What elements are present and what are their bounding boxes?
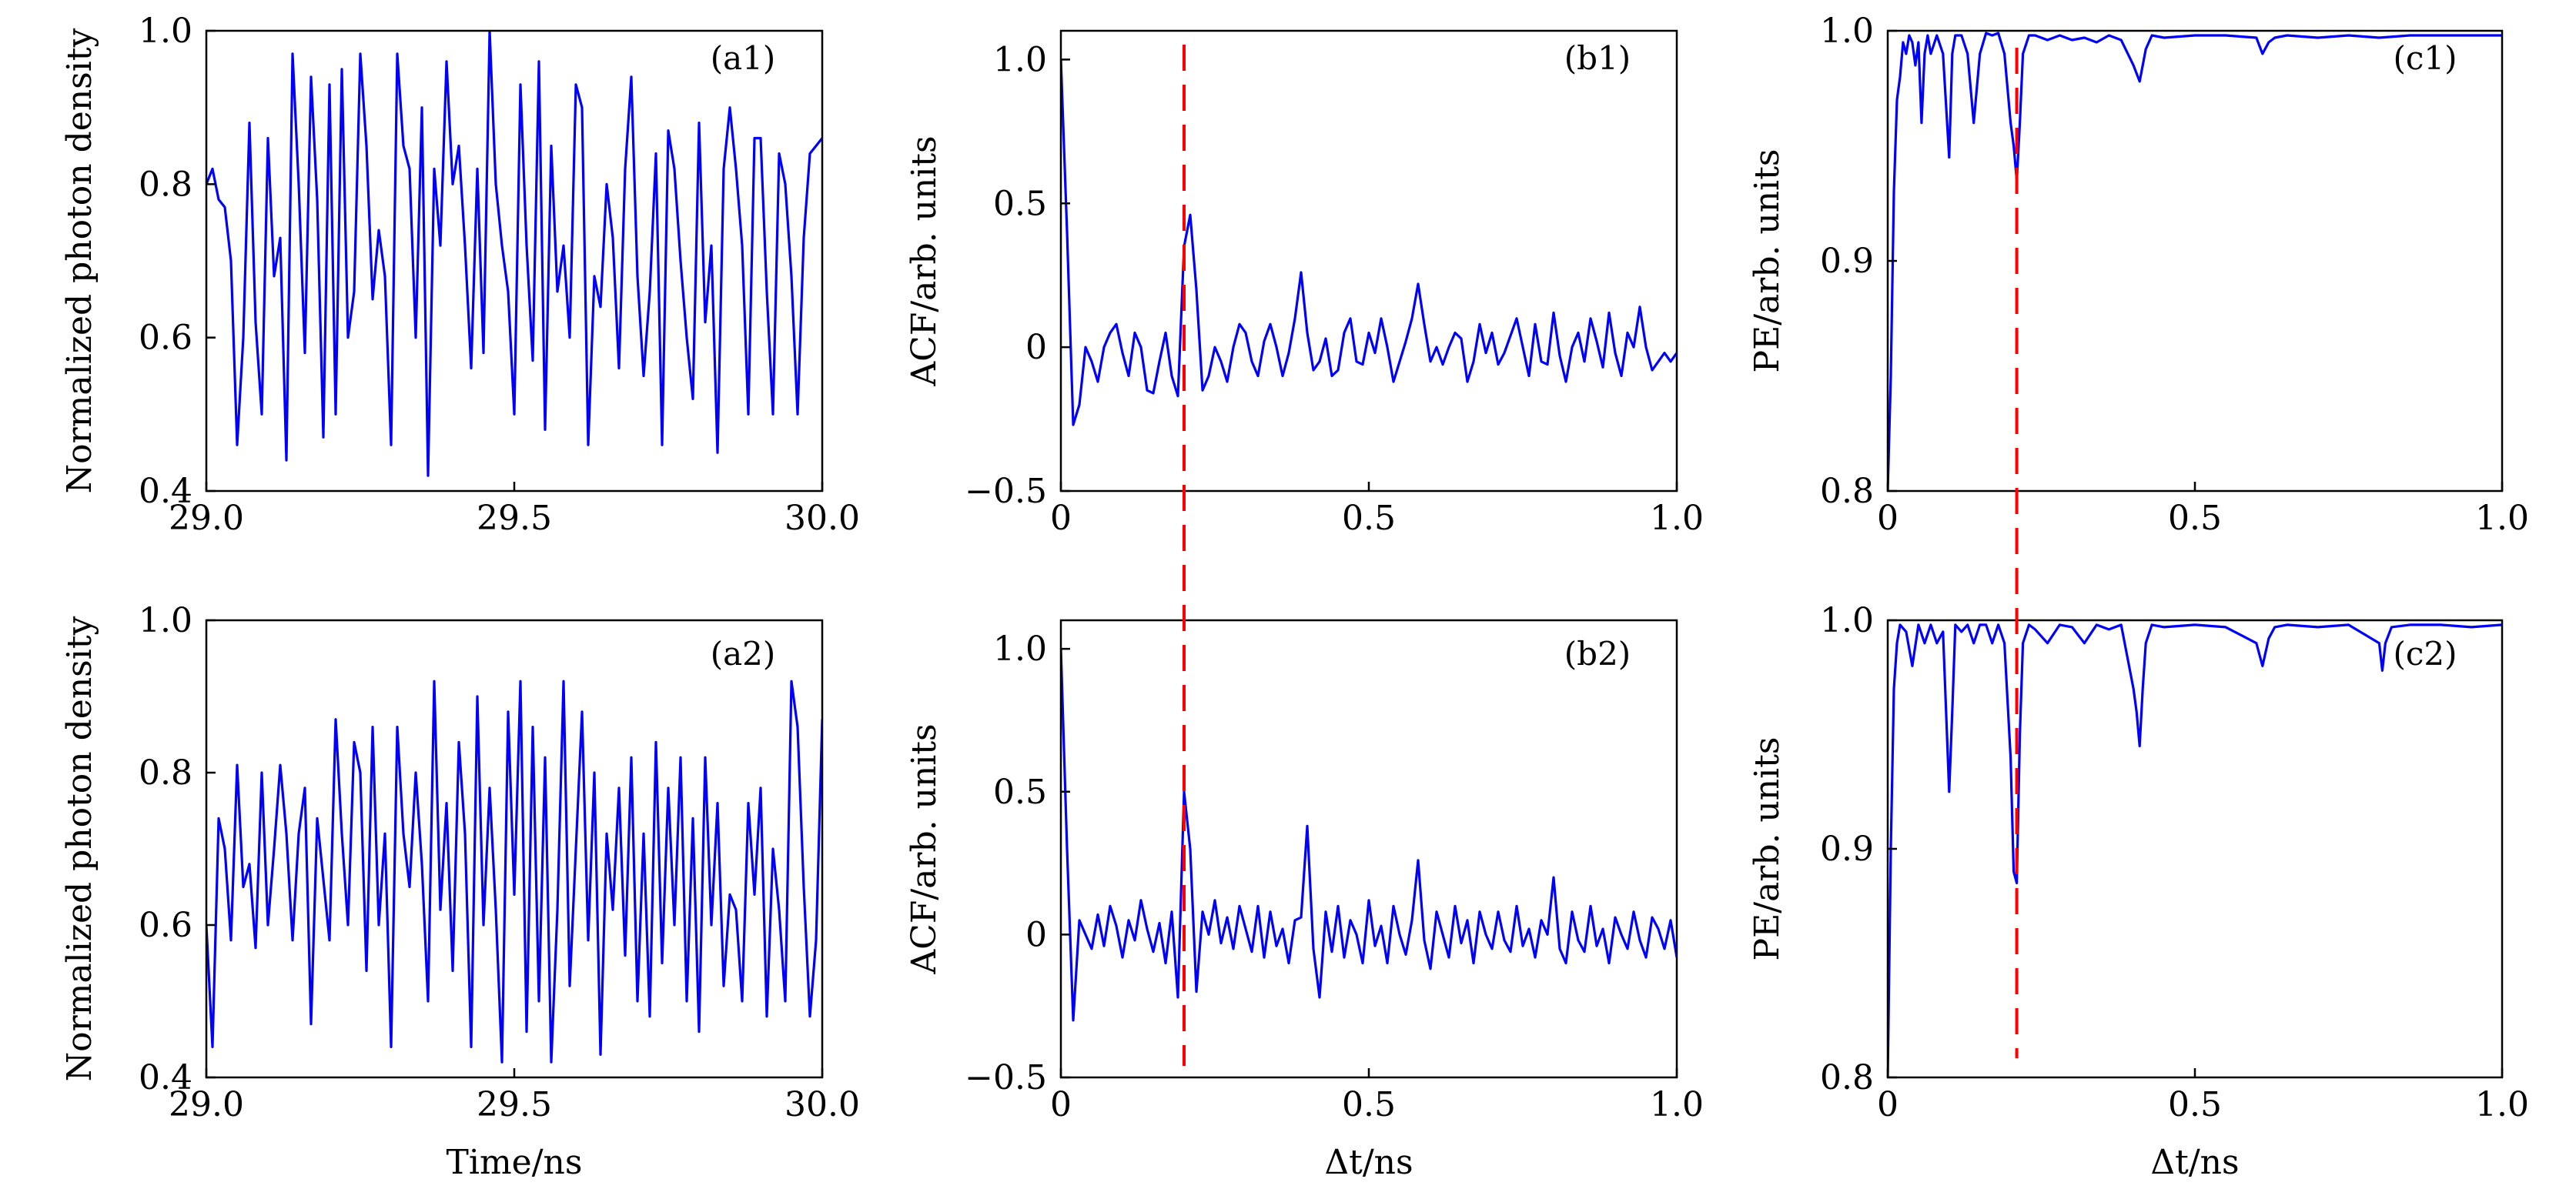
panel-label: (b1)	[1564, 39, 1631, 77]
y-tick-label: 1.0	[139, 601, 192, 640]
x-tick-label: 1.0	[2475, 499, 2529, 538]
y-tick-label: 0.8	[1820, 472, 1874, 511]
x-tick-label: 0.5	[2168, 1085, 2222, 1124]
y-tick-label: 0.6	[139, 906, 192, 945]
series-line-c2	[1888, 623, 2502, 1077]
y-tick-label: 0.4	[139, 472, 192, 511]
plot-frame	[1059, 29, 1678, 493]
y-tick-label: 1.0	[993, 40, 1047, 79]
panel-label: (a2)	[711, 635, 776, 673]
y-tick-label: 1.0	[993, 630, 1047, 669]
y-axis-title: PE/arb. units	[1748, 737, 1787, 961]
x-tick-label: 29.0	[169, 499, 244, 538]
x-tick-label: 29.5	[477, 1085, 552, 1124]
y-tick-label: 0.4	[139, 1058, 192, 1097]
y-tick-label: 1.0	[1820, 12, 1874, 51]
y-tick-label: 0.9	[1820, 830, 1874, 869]
x-tick-label: 1.0	[2475, 1085, 2529, 1124]
panel-a1: 29.0 29.5 30.0 0.4 0.6 0.8 1.0 Normalized photo…	[60, 12, 860, 538]
x-tick-label: 1.0	[1650, 499, 1704, 538]
x-tick-label: 29.5	[477, 499, 552, 538]
x-tick-label: 0	[1050, 1085, 1072, 1124]
y-tick-label: 0.8	[139, 165, 192, 204]
x-tick-label: 0	[1877, 1085, 1899, 1124]
y-tick-label: 1.0	[1820, 601, 1874, 640]
y-axis-title: Normalized photon density	[60, 616, 99, 1082]
plot-frame	[205, 29, 824, 493]
y-axis-title: PE/arb. units	[1748, 149, 1787, 373]
plot-frame	[1886, 29, 2504, 493]
y-tick-label: 0.8	[1820, 1058, 1874, 1097]
panel-c2: 0 0.5 1.0 0.8 0.9 1.0 PE/arb. units Δt/ns (c2)	[1748, 601, 2529, 1182]
series-line-a2	[206, 680, 822, 1064]
x-axis-title: Time/ns	[447, 1143, 583, 1182]
y-tick-label: 0.8	[139, 753, 192, 793]
x-tick-label: 30.0	[785, 1085, 860, 1124]
panel-label: (c2)	[2393, 635, 2457, 673]
panel-c1: 0 0.5 1.0 0.8 0.9 1.0 PE/arb. units (c1)	[1748, 12, 2529, 538]
x-axis-title: Δt/ns	[1324, 1143, 1413, 1182]
y-axis-title: Normalized photon density	[60, 28, 99, 494]
x-tick-label: 1.0	[1650, 1085, 1704, 1124]
y-tick-label: −0.5	[965, 1058, 1047, 1097]
x-axis-title: Δt/ns	[2150, 1143, 2239, 1182]
y-tick-label: 0.6	[139, 319, 192, 358]
series-line-c1	[1888, 32, 2502, 491]
plot-frame	[1886, 619, 2504, 1079]
y-tick-label: 0	[1025, 915, 1047, 954]
marker-lines	[1183, 45, 2019, 1066]
y-tick-label: 0.9	[1820, 242, 1874, 281]
x-tick-label: 29.0	[169, 1085, 244, 1124]
y-tick-label: 1.0	[139, 12, 192, 51]
series-line-b2	[1061, 649, 1677, 1022]
panel-label: (c1)	[2393, 39, 2457, 77]
plot-frame	[1059, 619, 1678, 1079]
y-axis-title: ACF/arb. units	[905, 723, 944, 974]
y-tick-label: −0.5	[965, 472, 1047, 511]
y-axis-title: ACF/arb. units	[905, 135, 944, 386]
panel-label: (a1)	[711, 39, 776, 77]
x-tick-label: 0.5	[2168, 499, 2222, 538]
x-tick-label: 0	[1050, 499, 1072, 538]
x-tick-label: 0.5	[1342, 1085, 1396, 1124]
y-tick-label: 0.5	[993, 773, 1047, 812]
x-tick-label: 30.0	[785, 499, 860, 538]
y-tick-label: 0.5	[993, 184, 1047, 223]
panel-a2: 29.0 29.5 30.0 0.4 0.6 0.8 1.0 Normalized photo…	[60, 601, 860, 1182]
y-tick-label: 0	[1025, 328, 1047, 367]
series-line-a1	[206, 31, 822, 477]
x-tick-label: 0.5	[1342, 499, 1396, 538]
x-tick-label: 0	[1877, 499, 1899, 538]
series-line-b1	[1061, 59, 1677, 426]
panel-label: (b2)	[1564, 635, 1631, 673]
